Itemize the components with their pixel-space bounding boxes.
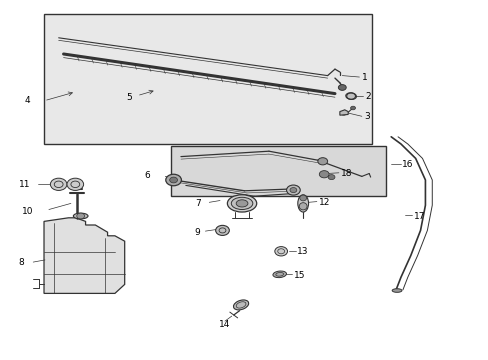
Circle shape [319,171,328,178]
Text: 18: 18 [340,169,352,178]
Circle shape [50,178,67,190]
Text: 15: 15 [294,271,305,279]
Text: 10: 10 [22,207,34,216]
Text: 1: 1 [361,72,367,81]
Ellipse shape [233,300,248,310]
Circle shape [286,185,300,195]
Ellipse shape [297,195,308,212]
Circle shape [274,247,287,256]
Text: 14: 14 [219,320,230,329]
Text: 17: 17 [413,212,425,221]
Text: 16: 16 [402,160,413,169]
Bar [44,14,371,144]
Text: 2: 2 [365,91,370,100]
Circle shape [338,85,346,90]
Circle shape [340,111,346,115]
Ellipse shape [236,200,247,207]
Circle shape [317,158,327,165]
Circle shape [327,175,334,180]
Polygon shape [339,110,347,115]
Text: 6: 6 [144,171,150,180]
Text: 9: 9 [194,228,200,237]
Text: 13: 13 [297,248,308,256]
Circle shape [169,177,177,183]
Text: 12: 12 [318,198,329,207]
Circle shape [289,188,296,193]
Text: 4: 4 [24,96,30,105]
Circle shape [77,213,84,219]
Text: 11: 11 [19,180,30,189]
Text: 8: 8 [19,258,24,267]
Circle shape [215,225,229,235]
Ellipse shape [299,203,306,210]
Text: 3: 3 [363,112,369,121]
Ellipse shape [73,213,88,219]
Ellipse shape [227,195,256,212]
Circle shape [165,174,181,186]
Ellipse shape [231,197,252,210]
Ellipse shape [299,195,306,201]
Bar [171,146,386,196]
Text: 7: 7 [195,199,201,208]
Circle shape [67,178,83,190]
Circle shape [72,182,82,189]
Circle shape [350,106,355,110]
Polygon shape [44,218,124,293]
Ellipse shape [345,93,356,99]
Ellipse shape [272,271,286,278]
Ellipse shape [391,289,401,292]
Text: 5: 5 [126,93,132,102]
